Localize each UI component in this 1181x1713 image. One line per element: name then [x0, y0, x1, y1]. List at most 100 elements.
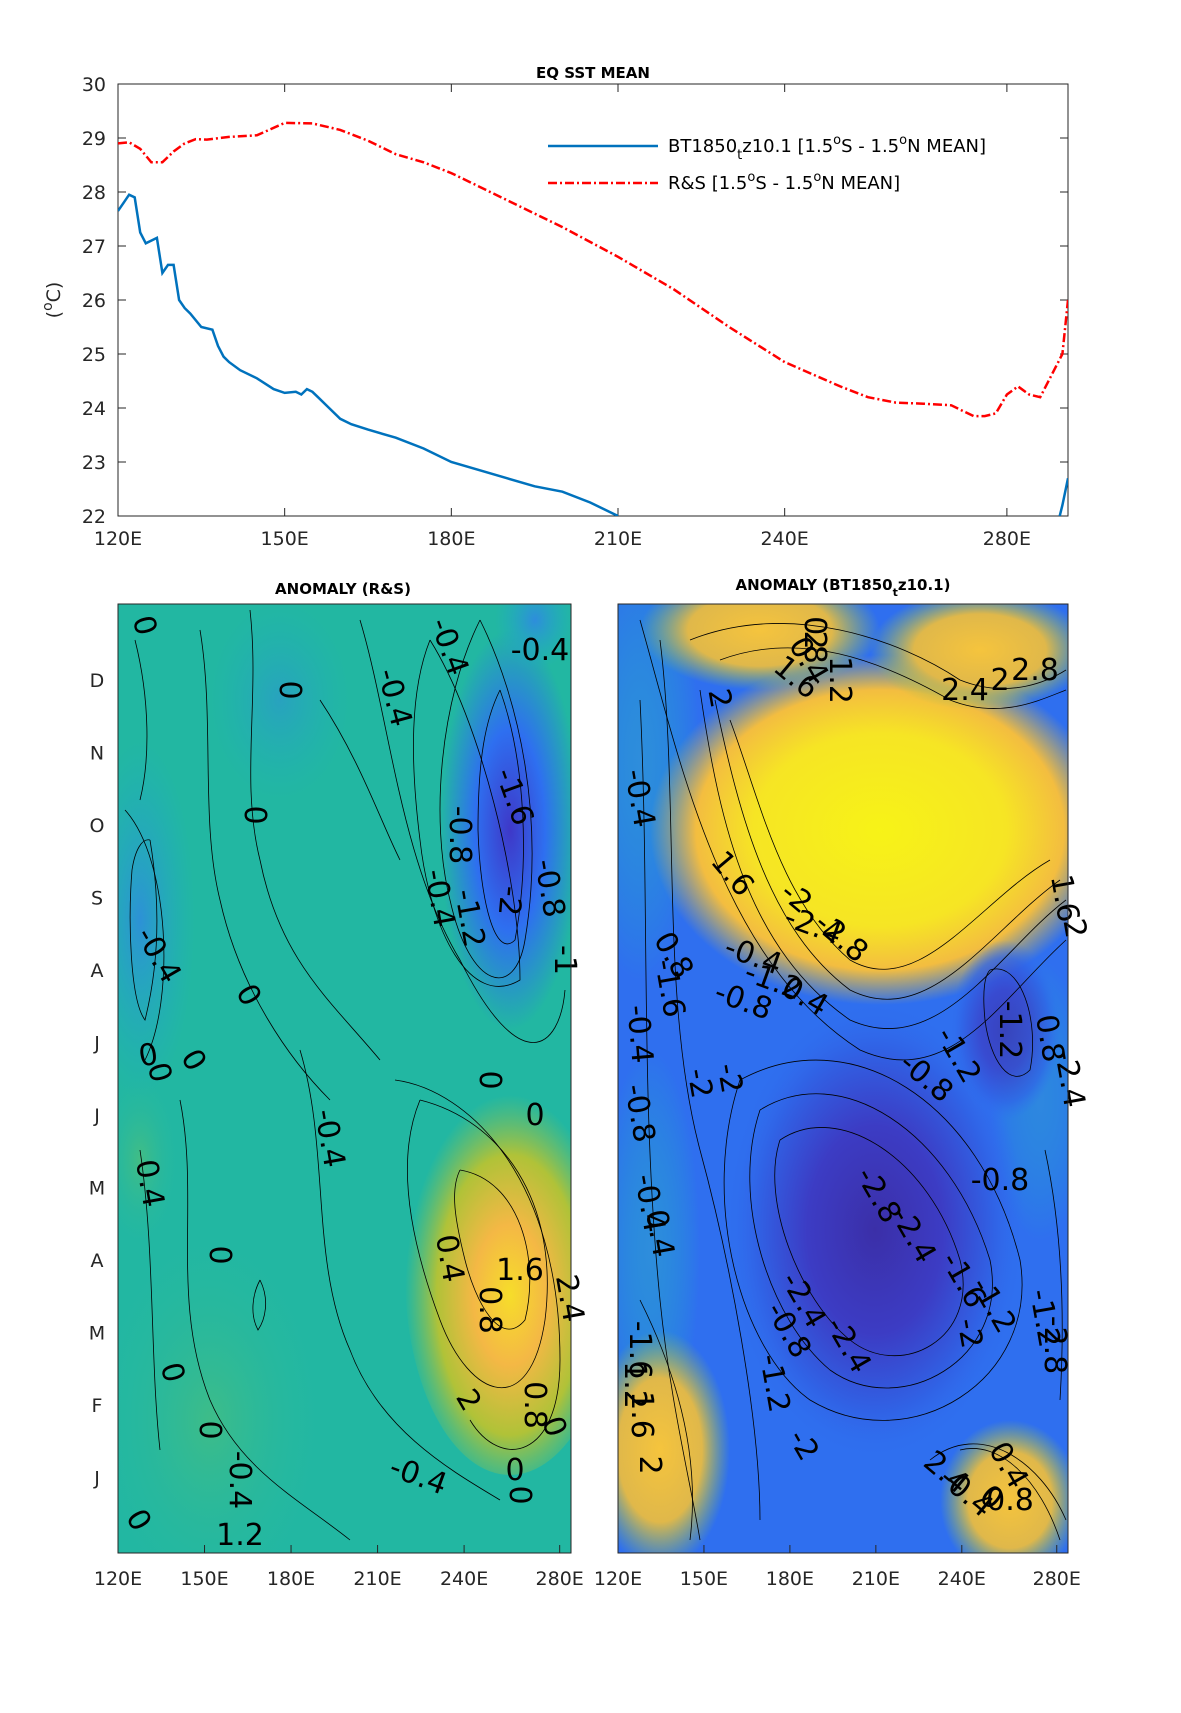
heatmap-field — [118, 604, 571, 1553]
contour-label: 1.6 — [624, 1391, 659, 1439]
x-tick-label: 240E — [440, 1568, 488, 1590]
contour-label: 0.4 — [128, 1157, 171, 1210]
contour-label: 1.6 — [1043, 872, 1086, 925]
series-line-0 — [118, 193, 619, 516]
month-tick-label: D — [90, 670, 105, 692]
x-tick-label: 280E — [536, 1568, 584, 1590]
contour-label: 2 — [797, 630, 832, 649]
chart-title: ANOMALY (BT1850tz10.1) — [736, 576, 951, 599]
x-tick-label: 180E — [267, 1568, 315, 1590]
month-tick-label: S — [91, 888, 103, 910]
x-tick-label: 150E — [180, 1568, 228, 1590]
x-tick-label: 210E — [594, 528, 642, 550]
contour-label: -0.8 — [971, 1163, 1030, 1198]
contour-label: -1.2 — [992, 1001, 1027, 1060]
x-tick-label: 210E — [852, 1568, 900, 1590]
contour-label: -2 — [491, 884, 528, 917]
contour-label: 2 — [632, 1455, 667, 1474]
y-tick-label: 28 — [82, 182, 106, 204]
y-tick-label: 25 — [82, 344, 106, 366]
anomaly-bt1850-panel: ANOMALY (BT1850tz10.1) — [594, 576, 1093, 1590]
x-tick-label: 180E — [427, 528, 475, 550]
x-tick-label: 280E — [983, 528, 1031, 550]
y-tick-label: 29 — [82, 128, 106, 150]
y-axis: 22 23 24 25 26 27 28 29 30 — [82, 74, 1068, 528]
month-tick-label: A — [91, 1250, 104, 1272]
y-tick-label: 27 — [82, 236, 106, 258]
contour-label: -2 — [680, 1066, 720, 1102]
x-tick-label: 120E — [94, 1568, 142, 1590]
x-tick-label: 240E — [761, 528, 809, 550]
month-tick-label: M — [89, 1323, 105, 1345]
y-tick-label: 24 — [82, 398, 106, 420]
x-tick-label: 240E — [938, 1568, 986, 1590]
contour-label: -2 — [710, 1061, 750, 1097]
contour-label: 0.4 — [638, 1207, 681, 1260]
x-tick-label: 280E — [1033, 1568, 1081, 1590]
month-tick-label: F — [92, 1395, 103, 1417]
contour-label: -1 — [547, 945, 582, 975]
month-tick-label: M — [89, 1178, 105, 1200]
month-tick-label: A — [91, 960, 104, 982]
plot-frame — [617, 603, 1069, 1554]
anomaly-rs-panel: ANOMALY (R&S) — [89, 580, 591, 1590]
x-tick-label: 120E — [594, 1568, 642, 1590]
month-tick-label: O — [90, 815, 105, 837]
month-tick-label: J — [93, 1105, 100, 1127]
contour-label: 2.4 — [548, 1272, 591, 1325]
series-line-1 — [118, 121, 1068, 418]
contour-label: 0 — [237, 805, 272, 824]
series-lines — [118, 121, 1068, 516]
contour-label: 0.4 — [428, 1232, 471, 1285]
y-tick-label: 30 — [82, 74, 106, 96]
contour-label: 1.2 — [617, 1361, 652, 1409]
x-axis: 120E 150E 180E 210E 240E 280E — [94, 84, 1031, 550]
contour-label: 2.4 — [941, 673, 989, 708]
sst-mean-panel: EQ SST MEAN (oC) 22 23 24 25 26 27 28 29 30 120E… — [40, 64, 1069, 550]
contour-label: 0 — [272, 680, 307, 699]
contour-label: 1.6 — [496, 1253, 544, 1288]
y-tick-label: 23 — [82, 452, 106, 474]
x-axis: 120E 150E 180E 210E 240E 280E — [594, 1545, 1081, 1590]
x-tick-label: 120E — [94, 528, 142, 550]
contour-label: -0.4 — [619, 1003, 659, 1064]
x-axis: 120E 150E 180E 210E 240E 280E — [94, 1545, 584, 1590]
contour-label: 0 — [525, 1098, 544, 1133]
y-axis: D N O S A J J M A M F J — [89, 670, 105, 1490]
legend-label-rs: R&S [1.5oS - 1.5oN MEAN] — [668, 170, 900, 194]
contour-label: 0 — [202, 1245, 237, 1264]
plot-frame — [117, 603, 572, 1554]
contour-label: 0.8 — [986, 1483, 1034, 1518]
contour-label: 2.8 — [1011, 653, 1059, 688]
contour-label: 0.8 — [797, 616, 832, 664]
contour-label: 1.2 — [822, 656, 857, 704]
chart-title: EQ SST MEAN — [536, 64, 650, 82]
contour-label: 1.2 — [216, 1518, 264, 1553]
y-tick-label: 26 — [82, 290, 106, 312]
contour-label: 0 — [505, 1453, 524, 1488]
x-tick-label: 150E — [680, 1568, 728, 1590]
y-tick-label: 22 — [82, 506, 106, 528]
contour-label: 0.8 — [1028, 1012, 1071, 1065]
contour-label: -2 — [950, 1316, 990, 1352]
contour-label: -0.4 — [511, 633, 570, 668]
contour-lines — [124, 609, 566, 1541]
x-tick-label: 150E — [261, 528, 309, 550]
heatmap-field — [618, 604, 1068, 1553]
x-tick-label: 210E — [353, 1568, 401, 1590]
contour-label: -1.6 — [622, 1321, 657, 1380]
contour-label: 0 — [192, 1420, 227, 1439]
month-tick-label: J — [93, 1033, 100, 1055]
contour-label: -0.4 — [222, 1451, 257, 1510]
contour-label: 0.8 — [517, 1381, 552, 1429]
month-tick-label: J — [93, 1468, 100, 1490]
contour-label: 2 — [990, 663, 1009, 698]
plot-area — [117, 83, 1069, 517]
month-tick-label: N — [90, 743, 104, 765]
contour-label: 0 — [502, 1485, 537, 1504]
contour-lines — [639, 619, 1067, 1541]
contour-label: -2.8 — [1037, 1316, 1072, 1375]
chart-title: ANOMALY (R&S) — [275, 580, 411, 598]
series-line-2 — [1058, 477, 1068, 516]
